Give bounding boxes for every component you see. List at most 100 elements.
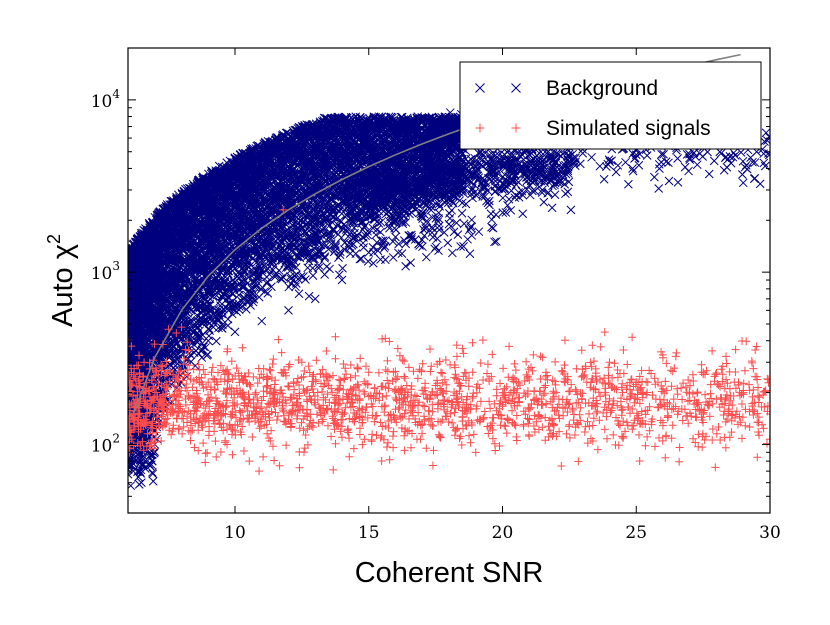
signal-point-28 xyxy=(485,374,494,383)
signal-point-38 xyxy=(618,405,627,414)
background-point-62 xyxy=(230,327,240,337)
signal-point-11 xyxy=(257,396,266,405)
signal-point-6 xyxy=(190,392,199,401)
signal-point-51 xyxy=(255,467,264,476)
background-point-16 xyxy=(284,155,293,164)
signal-point-47 xyxy=(739,388,748,397)
signal-point-31 xyxy=(525,415,534,424)
signal-point-10 xyxy=(244,368,253,377)
signal-point-14 xyxy=(297,358,306,367)
background-point-32 xyxy=(498,152,507,161)
signal-point-29 xyxy=(498,400,507,409)
signal-point-36 xyxy=(592,396,601,405)
background-point-17 xyxy=(297,147,307,157)
signal-point-9 xyxy=(231,426,239,435)
x-tick-label: 25 xyxy=(625,523,647,543)
background-point-27 xyxy=(431,119,440,128)
signal-point-16 xyxy=(324,381,333,390)
signal-point-22 xyxy=(404,363,413,372)
background-point-36 xyxy=(551,158,561,168)
legend-label: Background xyxy=(546,77,658,100)
signal-point-18 xyxy=(351,371,360,380)
background-point-34 xyxy=(524,150,534,160)
signal-point-21 xyxy=(391,405,400,414)
background-point-23 xyxy=(377,124,387,134)
background-point-24 xyxy=(391,120,400,129)
x-tick-label: 15 xyxy=(358,523,380,543)
background-point-12 xyxy=(230,196,240,206)
background-point-18 xyxy=(310,144,320,154)
signal-point-35 xyxy=(578,371,587,380)
background-point-11 xyxy=(217,185,226,195)
background-point-9 xyxy=(190,199,200,208)
signal-point-33 xyxy=(552,388,560,397)
signal-point-45 xyxy=(712,368,721,377)
x-axis-title: Coherent SNR xyxy=(355,557,544,589)
scatter-layer xyxy=(128,108,770,491)
background-point-19 xyxy=(324,136,333,145)
signal-point-34 xyxy=(565,420,574,429)
background-point-7 xyxy=(171,215,181,225)
series-background xyxy=(128,108,770,491)
background-point-26 xyxy=(417,114,427,123)
background-point-4 xyxy=(150,254,160,263)
y-axis-title: Auto χ2 xyxy=(44,234,79,327)
background-point-55 xyxy=(417,212,427,221)
background-point-8 xyxy=(177,223,186,233)
y-tick-label: 103 xyxy=(91,259,120,284)
signal-point-26 xyxy=(458,344,467,353)
legend-box xyxy=(459,61,762,150)
x-tick-label: 20 xyxy=(492,523,514,543)
signal-point-8 xyxy=(217,410,226,419)
background-point-5 xyxy=(155,275,165,285)
signal-point-12 xyxy=(271,388,280,397)
signal-point-19 xyxy=(364,392,373,401)
x-tick-label: 10 xyxy=(224,523,246,543)
background-point-14 xyxy=(257,167,267,177)
background-point-6 xyxy=(163,237,173,247)
signal-point-41 xyxy=(659,384,667,393)
x-tick-label: 30 xyxy=(759,523,781,543)
signal-point-25 xyxy=(445,396,453,405)
signal-point-0 xyxy=(129,415,138,424)
y-axis-title-base: Auto χ xyxy=(47,244,79,327)
background-point-10 xyxy=(203,190,213,200)
signal-point-5 xyxy=(177,323,186,332)
background-point-0 xyxy=(128,466,138,476)
signal-point-46 xyxy=(725,433,734,442)
background-point-13 xyxy=(244,176,253,185)
background-point-20 xyxy=(337,133,347,143)
signal-point-20 xyxy=(378,334,387,343)
background-point-59 xyxy=(310,294,320,304)
legend-marker xyxy=(511,83,521,93)
background-point-25 xyxy=(404,117,414,126)
signal-point-23 xyxy=(418,420,427,429)
signal-point-30 xyxy=(511,366,520,375)
signal-point-39 xyxy=(632,378,641,387)
legend: Background Simulated signals xyxy=(459,61,762,150)
background-point-28 xyxy=(444,116,454,125)
background-point-15 xyxy=(270,160,280,170)
signal-point-52 xyxy=(557,461,566,470)
signal-point-48 xyxy=(752,342,761,351)
y-tick-label: 104 xyxy=(91,87,121,112)
signal-point-3 xyxy=(161,368,170,377)
background-point-38 xyxy=(578,148,588,158)
signal-point-43 xyxy=(685,396,694,405)
y-axis-title-exp: 2 xyxy=(44,234,64,244)
legend-marker xyxy=(475,123,485,133)
background-point-61 xyxy=(257,316,267,326)
signal-point-1 xyxy=(140,358,149,367)
y-tick-label: 102 xyxy=(91,431,120,456)
background-point-56 xyxy=(391,232,400,242)
series-simulated-signals xyxy=(128,205,770,476)
legend-marker xyxy=(475,83,485,93)
background-point-58 xyxy=(337,275,347,285)
background-point-21 xyxy=(351,127,360,137)
background-point-63 xyxy=(203,336,213,346)
signal-point-32 xyxy=(538,353,547,362)
background-point-22 xyxy=(364,122,374,131)
background-point-57 xyxy=(364,248,374,257)
background-point-49 xyxy=(725,152,735,161)
